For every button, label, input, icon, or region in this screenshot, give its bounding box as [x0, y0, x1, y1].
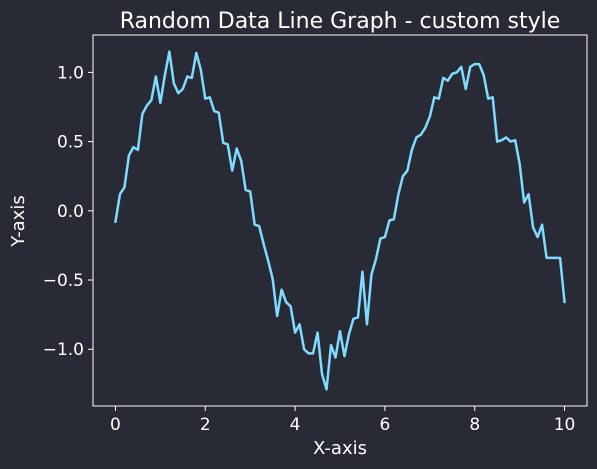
- x-tick-label: 0: [110, 415, 121, 435]
- data-line: [114, 50, 566, 391]
- x-axis-label: X-axis: [313, 438, 367, 459]
- x-tick-label: 6: [379, 415, 390, 435]
- y-tick-label: 0.0: [57, 202, 84, 222]
- plot-area-frame: [92, 34, 588, 407]
- y-tick-label: −0.5: [43, 271, 84, 291]
- y-axis-ticks: −1.0 −0.5 0.0 0.5 1.0: [43, 63, 93, 360]
- y-tick-label: −1.0: [43, 340, 84, 360]
- x-tick-label: 2: [200, 415, 211, 435]
- x-axis-ticks: 0 2 4 6 8 10: [110, 406, 575, 435]
- chart-title: Random Data Line Graph - custom style: [120, 9, 561, 34]
- y-tick-label: 0.5: [57, 133, 84, 153]
- x-tick-label: 10: [554, 415, 576, 435]
- x-tick-label: 8: [469, 415, 480, 435]
- y-axis-label: Y-axis: [8, 195, 29, 247]
- x-tick-label: 4: [290, 415, 301, 435]
- y-tick-label: 1.0: [57, 63, 84, 83]
